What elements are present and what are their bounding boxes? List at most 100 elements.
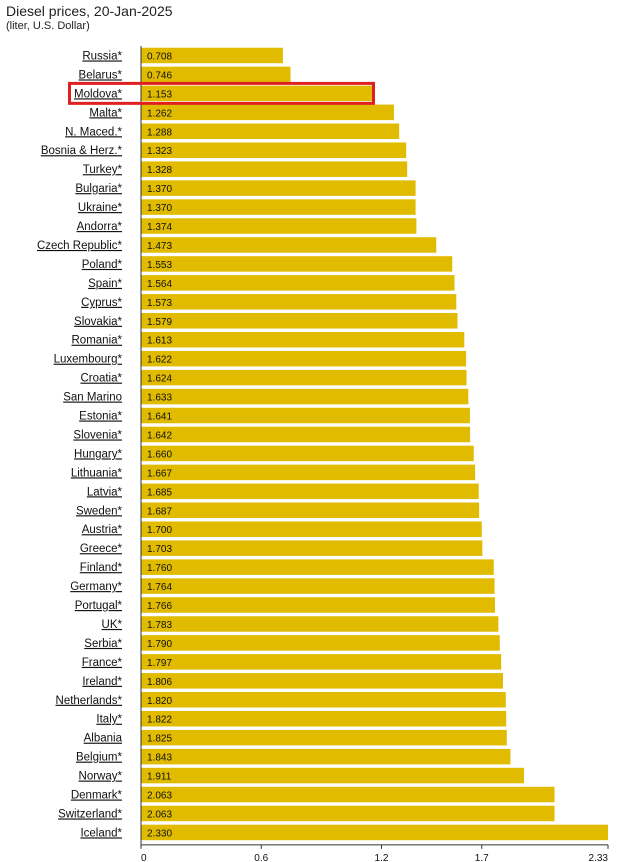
- bar: [141, 767, 525, 784]
- value-label: 1.685: [147, 487, 172, 498]
- value-label: 1.553: [147, 260, 172, 271]
- category-label: Germany*: [70, 581, 122, 593]
- value-label: 1.806: [147, 677, 172, 688]
- category-label: Lithuania*: [71, 467, 123, 479]
- value-label: 1.764: [147, 582, 172, 593]
- bar: [141, 85, 373, 102]
- category-label: Albania: [84, 733, 123, 745]
- bar: [141, 483, 479, 500]
- category-label: Norway*: [79, 771, 123, 783]
- x-tick-label: 1.2: [375, 853, 389, 862]
- value-label: 1.262: [147, 108, 172, 119]
- value-label: 1.843: [147, 753, 172, 764]
- category-label: Belgium*: [76, 752, 123, 764]
- category-label: Greece*: [80, 543, 123, 555]
- value-label: 1.790: [147, 639, 172, 650]
- value-label: 2.330: [147, 828, 172, 839]
- value-label: 1.822: [147, 715, 172, 726]
- value-label: 1.820: [147, 696, 172, 707]
- bar: [141, 710, 507, 727]
- category-label: Portugal*: [75, 600, 123, 612]
- value-label: 0.708: [147, 51, 172, 62]
- value-label: 2.063: [147, 809, 172, 820]
- category-label: Iceland*: [80, 827, 122, 839]
- value-label: 1.667: [147, 468, 172, 479]
- category-label: Ireland*: [82, 676, 122, 688]
- category-label: Russia*: [82, 50, 122, 62]
- x-axis: 0 0.6 1.2 1.7 2.33: [140, 46, 609, 862]
- category-label: Netherlands*: [56, 695, 123, 707]
- bar: [141, 275, 455, 291]
- value-label: 1.641: [147, 412, 172, 423]
- bar: [141, 123, 400, 140]
- category-label: Croatia*: [80, 373, 122, 385]
- highlight-layer: [68, 81, 375, 105]
- value-label: 1.153: [147, 89, 172, 100]
- bar: [141, 199, 416, 215]
- value-label: 1.687: [147, 506, 172, 517]
- value-label: 1.374: [147, 222, 172, 233]
- category-label: Belarus*: [79, 69, 123, 81]
- bar: [141, 502, 480, 519]
- bar: [141, 578, 495, 594]
- x-tick-label: 0.6: [254, 853, 268, 862]
- bar: [141, 237, 437, 253]
- category-label: France*: [82, 657, 123, 669]
- bar: [141, 161, 408, 177]
- category-label: Denmark*: [71, 790, 123, 802]
- bar: [141, 805, 555, 822]
- category-label: Sweden*: [76, 505, 123, 517]
- bar: [141, 692, 506, 708]
- bar: [141, 313, 458, 329]
- category-label: Switzerland*: [58, 808, 122, 820]
- value-label: 1.613: [147, 336, 172, 347]
- value-label: 1.564: [147, 279, 172, 290]
- bar: [141, 464, 476, 481]
- bar: [141, 540, 483, 556]
- value-label: 0.746: [147, 70, 172, 81]
- bar: [141, 654, 502, 670]
- category-label: Finland*: [80, 562, 123, 574]
- value-label: 1.622: [147, 355, 172, 366]
- category-label: Ukraine*: [78, 202, 123, 214]
- category-label: Czech Republic*: [37, 240, 123, 252]
- bar: [141, 729, 507, 746]
- bar: [141, 673, 503, 689]
- highlight-box: [68, 81, 375, 105]
- category-label: Moldova*: [74, 88, 122, 100]
- bar: [141, 180, 416, 196]
- bar: [141, 748, 511, 765]
- value-label: 1.370: [147, 203, 172, 214]
- value-label: 1.911: [147, 772, 172, 783]
- x-tick-label: 2.33: [589, 853, 609, 862]
- category-label: Estonia*: [79, 411, 122, 423]
- bar: [141, 786, 555, 803]
- bar: [141, 142, 407, 158]
- value-label: 1.703: [147, 544, 172, 555]
- value-label: 1.825: [147, 734, 172, 745]
- bar: [141, 350, 467, 367]
- bar: [141, 445, 474, 462]
- value-label: 1.323: [147, 146, 172, 157]
- category-label: Austria*: [82, 524, 123, 536]
- bar: [141, 635, 500, 651]
- bar: [141, 256, 453, 272]
- category-label: Spain*: [88, 278, 122, 290]
- chart-subtitle: (liter, U.S. Dollar): [6, 20, 90, 32]
- value-label: 1.288: [147, 127, 172, 138]
- value-label: 1.328: [147, 165, 172, 176]
- bar: [141, 218, 417, 234]
- category-label: Slovakia*: [74, 316, 122, 328]
- bar: [141, 388, 469, 405]
- bars-layer: [141, 47, 608, 841]
- bar: [141, 331, 465, 348]
- value-label: 1.573: [147, 298, 172, 309]
- category-label: Poland*: [82, 259, 123, 271]
- value-label: 1.783: [147, 620, 172, 631]
- category-label: Bulgaria*: [75, 183, 122, 195]
- bar: [141, 369, 467, 386]
- value-label: 1.660: [147, 449, 172, 460]
- category-labels-layer: Russia* Belarus* Moldova* Malta* N. Maced.* B…: [37, 50, 123, 839]
- value-label: 1.700: [147, 525, 172, 536]
- value-label: 1.473: [147, 241, 172, 252]
